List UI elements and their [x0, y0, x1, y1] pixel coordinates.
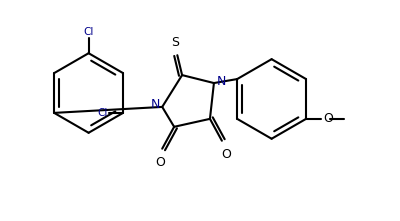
Text: Cl: Cl: [98, 108, 108, 118]
Text: Cl: Cl: [84, 27, 94, 36]
Text: O: O: [221, 148, 231, 161]
Text: N: N: [150, 98, 160, 111]
Text: O: O: [323, 112, 333, 125]
Text: S: S: [171, 36, 179, 49]
Text: N: N: [216, 74, 226, 88]
Text: O: O: [155, 156, 165, 169]
